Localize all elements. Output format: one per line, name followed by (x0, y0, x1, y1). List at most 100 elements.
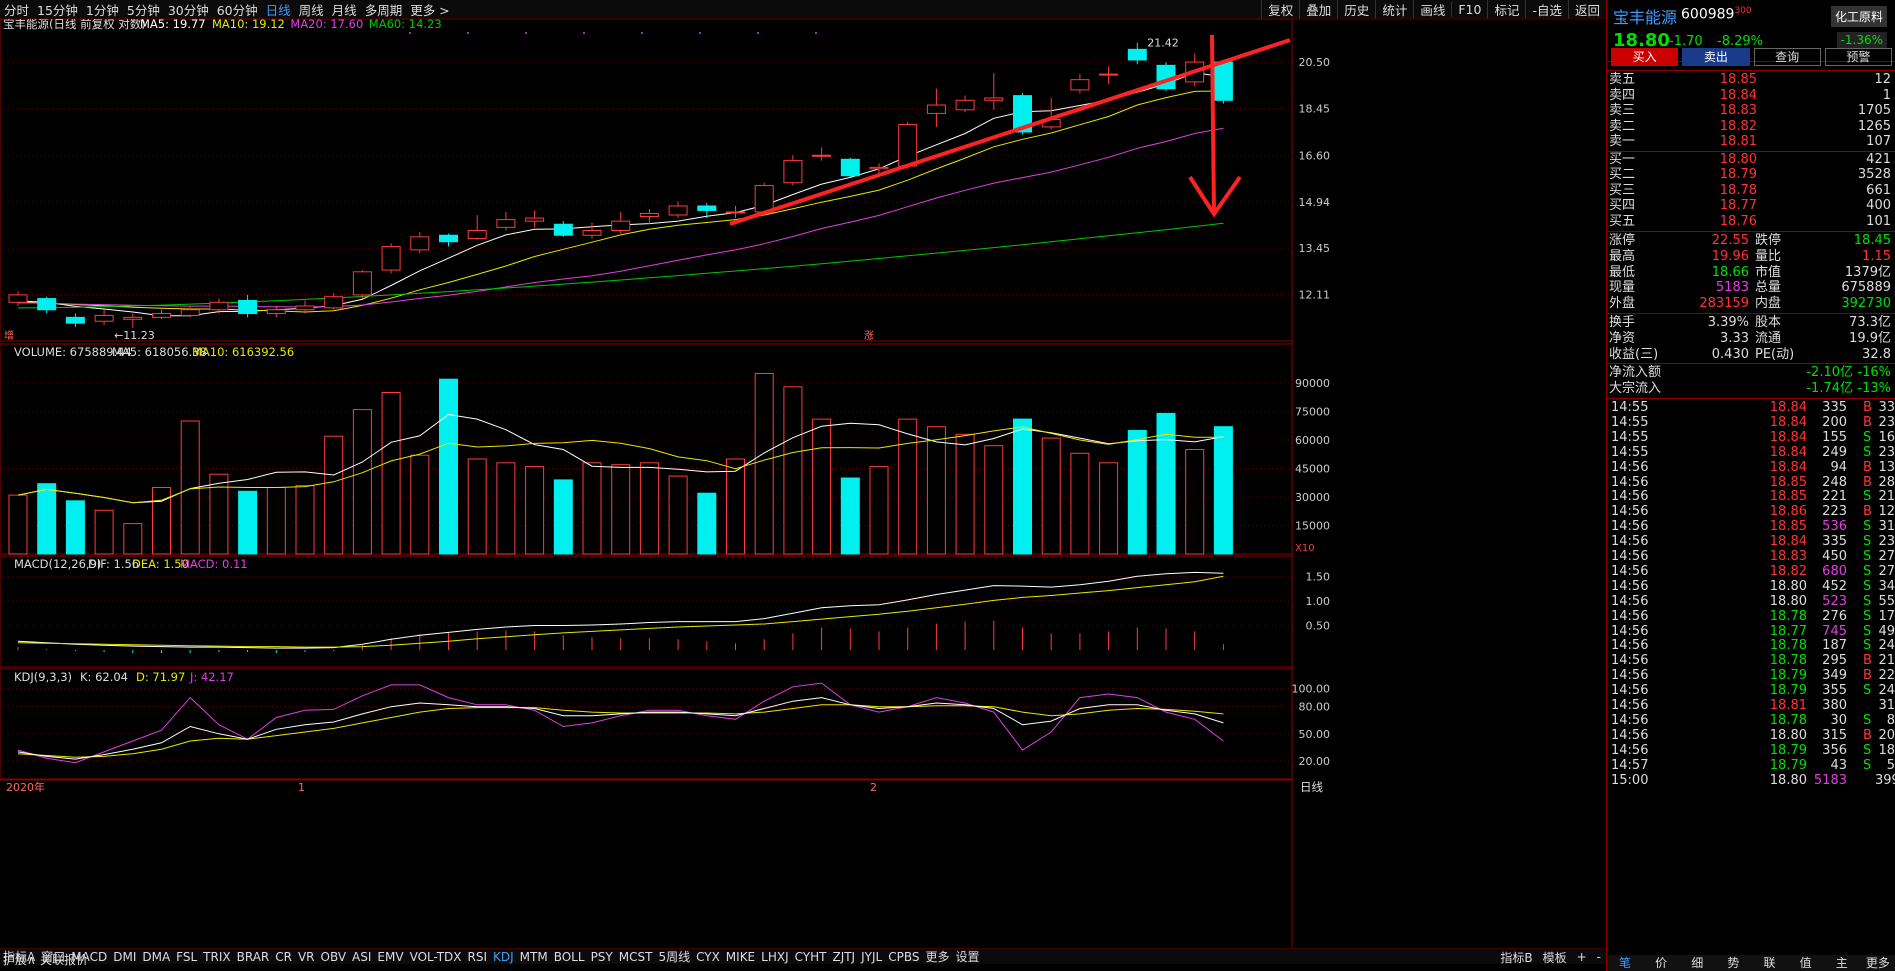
period-2[interactable]: 1分钟 (85, 2, 119, 18)
toolbar-action-7[interactable]: -自选 (1525, 0, 1568, 19)
alert-button[interactable]: 预警 (1824, 48, 1892, 66)
indicator-right-3[interactable]: - (1596, 950, 1601, 964)
indicator-right-1[interactable]: 模板 (1542, 950, 1567, 965)
tick-volume: 200 (1822, 414, 1847, 430)
indicator-tab-6[interactable]: TRIX (203, 949, 231, 964)
period-7[interactable]: 周线 (298, 2, 324, 18)
indicator-tab-3[interactable]: DMI (113, 949, 137, 964)
candle-body (898, 123, 918, 167)
toolbar-action-3[interactable]: 统计 (1375, 0, 1413, 19)
indicator-tab-12[interactable]: EMV (377, 949, 404, 964)
indicator-tab-24[interactable]: CYHT (794, 949, 827, 964)
period-10[interactable]: 更多 > (410, 2, 450, 18)
period-5[interactable]: 60分钟 (216, 2, 258, 18)
tick-time: 14:56 (1611, 668, 1649, 684)
indicator-tab-5[interactable]: FSL (176, 949, 198, 964)
tick-row: 14:55 18.84 249 S 23 (1607, 445, 1895, 460)
detail-tab-1[interactable]: 价 (1655, 956, 1668, 970)
indicator-tab-17[interactable]: BOLL (553, 949, 585, 964)
indicator-tab-28[interactable]: 更多 (925, 950, 950, 964)
candle-body (1013, 95, 1032, 133)
indicator-tab-15[interactable]: KDJ (493, 949, 514, 964)
volume-bar (869, 466, 889, 555)
candle-body (869, 166, 889, 170)
toolbar-action-0[interactable]: 复权 (1261, 0, 1299, 19)
period-3[interactable]: 5分钟 (126, 2, 160, 18)
tick-price: 18.77 (1769, 623, 1807, 639)
indicator-tab-22[interactable]: MIKE (725, 949, 756, 964)
indicator-tab-25[interactable]: ZJTJ (832, 949, 856, 964)
tick-row: 14:56 18.85 536 S 31 (1607, 519, 1895, 534)
detail-tab-4[interactable]: 联 (1763, 956, 1776, 970)
indicator-tab-1[interactable]: 窗口 (41, 950, 66, 964)
indicator-tab-2[interactable]: MACD (71, 949, 108, 964)
detail-tab-6[interactable]: 主 (1835, 956, 1848, 970)
period-4[interactable]: 30分钟 (167, 2, 209, 18)
kline-chart[interactable]: 20.5018.4516.6014.9413.4512.1121.42←11.2… (0, 19, 1340, 948)
related-quote-button[interactable]: 关联报价 (40, 953, 89, 967)
period-9[interactable]: 多周期 (364, 2, 403, 18)
indicator-tab-19[interactable]: MCST (618, 949, 653, 964)
tick-volume: 276 (1822, 608, 1847, 624)
volume-bar (152, 487, 171, 555)
tick-row: 14:55 18.84 200 B 23 (1607, 415, 1895, 430)
toolbar-action-5[interactable]: F10 (1451, 2, 1487, 17)
query-button[interactable]: 查询 (1753, 48, 1821, 66)
indicator-tab-18[interactable]: PSY (590, 949, 613, 964)
indicator-tab-21[interactable]: CYX (696, 949, 720, 964)
tick-time: 14:56 (1611, 638, 1649, 654)
detail-tab-5[interactable]: 值 (1799, 956, 1812, 970)
stat-value: 22.55 (1711, 233, 1749, 248)
indicator-tab-26[interactable]: JYJL (861, 949, 883, 964)
candle-body (439, 234, 458, 243)
tick-time: 14:56 (1611, 698, 1649, 713)
indicator-tab-11[interactable]: ASI (352, 949, 372, 964)
tick-flag: B (1863, 727, 1872, 743)
volume-bar (8, 494, 28, 555)
indicator-tab-4[interactable]: DMA (142, 949, 171, 964)
toolbar-action-8[interactable]: 返回 (1567, 0, 1606, 19)
detail-tab-2[interactable]: 细 (1691, 956, 1704, 970)
period-8[interactable]: 月线 (331, 2, 357, 18)
industry-label[interactable]: 化工原料 (1830, 6, 1887, 27)
indicator-tab-14[interactable]: RSI (467, 949, 488, 964)
indicator-tab-27[interactable]: CPBS (888, 949, 920, 964)
buy-button[interactable]: 买入 (1611, 48, 1679, 66)
expand-button[interactable]: 扩展∧ (3, 953, 36, 967)
volume-bar (180, 420, 200, 555)
indicator-tab-29[interactable]: 设置 (955, 950, 980, 964)
toolbar-action-2[interactable]: 历史 (1337, 0, 1375, 19)
volume-bar (1041, 437, 1061, 555)
tick-volume: 315 (1822, 727, 1847, 743)
indicator-tab-16[interactable]: MTM (519, 949, 548, 964)
indicator-tab-23[interactable]: LHXJ (761, 949, 789, 964)
indicator-tab-13[interactable]: VOL-TDX (409, 949, 462, 964)
volume-tick-label: 90000 (1295, 377, 1330, 390)
order-volume: 400 (1866, 198, 1891, 213)
detail-tab-3[interactable]: 势 (1727, 956, 1740, 970)
tick-time: 14:56 (1611, 534, 1649, 550)
detail-tab-7[interactable]: 更多 (1865, 956, 1890, 970)
sell-button[interactable]: 卖出 (1682, 48, 1750, 66)
toolbar-action-1[interactable]: 叠加 (1299, 0, 1337, 19)
toolbar-action-6[interactable]: 标记 (1487, 0, 1525, 19)
indicator-tab-7[interactable]: BRAR (236, 949, 270, 964)
macd-dea-line (17, 575, 1224, 648)
period-0[interactable]: 分时 (4, 2, 30, 18)
indicator-tab-20[interactable]: 5周线 (658, 950, 691, 964)
indicator-tab-0[interactable]: 指标A (3, 950, 36, 964)
indicator-tab-8[interactable]: CR (275, 949, 292, 964)
indicator-right-0[interactable]: 指标B (1500, 950, 1533, 965)
tick-price: 18.84 (1769, 429, 1807, 445)
indicator-right-2[interactable]: + (1576, 950, 1587, 964)
toolbar-action-4[interactable]: 画线 (1413, 0, 1451, 19)
period-6[interactable]: 日线 (265, 2, 291, 18)
volume-tick-label: 45000 (1295, 463, 1330, 476)
period-1[interactable]: 15分钟 (37, 2, 78, 18)
indicator-tab-10[interactable]: OBV (320, 949, 347, 964)
tick-row: 14:56 18.79 349 B 22 (1607, 668, 1895, 683)
stat-value: 18.66 (1711, 264, 1749, 280)
indicator-tab-9[interactable]: VR (297, 949, 315, 964)
volume-bar (898, 418, 918, 555)
detail-tab-0[interactable]: 笔 (1619, 956, 1632, 970)
